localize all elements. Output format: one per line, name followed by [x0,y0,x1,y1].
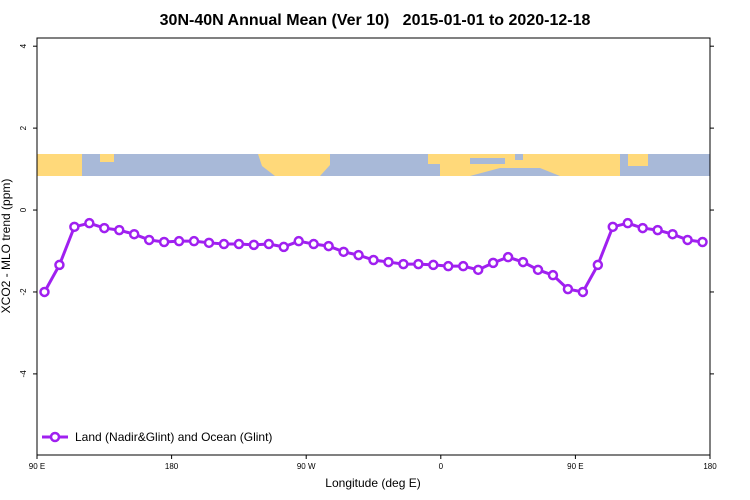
y-tick-label: -4 [19,370,28,378]
x-tick-label: 180 [703,462,717,471]
data-point [502,251,514,263]
data-point [323,240,334,252]
x-axis-label: Longitude (deg E) [325,476,420,490]
data-point [428,259,439,271]
data-point [248,239,260,251]
data-point [99,222,110,234]
data-point [398,258,409,270]
data-point [114,224,125,236]
data-point [637,222,648,234]
data-point [54,259,65,271]
data-point [622,217,633,229]
data-point [173,235,185,247]
x-tick-label: 0 [439,462,444,471]
data-point [203,237,215,249]
data-point [39,286,50,298]
data-point [353,249,364,261]
x-tick-label: 180 [165,462,179,471]
x-tick-label: 90 E [567,462,583,471]
data-point [338,246,349,258]
x-tick-label: 90 W [297,462,316,471]
data-point [547,269,559,281]
data-point [592,259,604,271]
y-tick-label: -2 [19,288,28,296]
y-tick-label: 0 [19,207,28,212]
chart-title: 30N-40N Annual Mean (Ver 10) 2015-01-01 … [160,12,591,29]
legend-marker [49,431,61,443]
data-point [562,283,574,295]
data-point [607,221,619,233]
data-point [263,238,275,250]
legend-label: Land (Nadir&Glint) and Ocean (Glint) [75,430,272,444]
data-point [457,260,469,272]
data-point [487,257,499,269]
plot-frame [36,37,711,456]
data-point [128,228,140,240]
y-axis-label: XCO2 - MLO trend (ppm) [0,179,13,314]
data-point [517,256,529,268]
data-point [308,238,319,250]
data-point [443,260,454,272]
data-point [293,235,304,247]
map-band [37,154,710,176]
data-point [218,238,230,250]
data-point [368,254,379,266]
data-point [652,224,663,236]
data-point [69,221,80,233]
data-point [682,234,693,246]
data-point [472,264,484,276]
data-point [84,217,95,229]
data-point [158,236,170,248]
data-point [667,228,678,240]
data-point [188,235,200,247]
data-point [697,236,708,248]
data-point [383,256,394,268]
data-point [143,234,155,246]
data-point [532,264,544,276]
data-point [413,258,424,270]
x-tick-label: 90 E [29,462,45,471]
y-tick-label: 2 [19,125,28,130]
data-point [278,241,290,253]
data-point [233,238,245,250]
y-tick-label: 4 [19,43,28,48]
data-point [577,286,589,298]
